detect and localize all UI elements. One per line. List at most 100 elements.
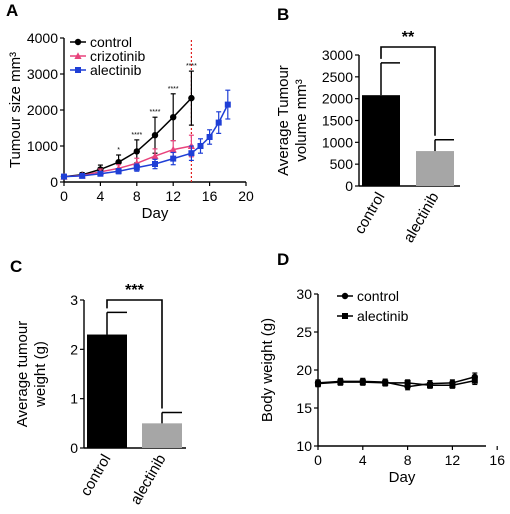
category-label-alectinib: alectinib xyxy=(400,190,442,246)
data-point-control xyxy=(151,132,159,139)
legend-marker-control xyxy=(341,292,349,300)
panel-label-d: D xyxy=(277,250,289,269)
data-point-alectinib xyxy=(133,164,140,171)
y-axis-title-line: Body weight (g) xyxy=(259,318,276,422)
x-tick-label: 12 xyxy=(165,188,181,204)
data-point-alectinib xyxy=(224,101,231,108)
category-label-control: control xyxy=(77,452,114,499)
data-point-alectinib xyxy=(215,119,222,126)
category-label-control: control xyxy=(351,190,388,237)
y-tick-label: 0 xyxy=(50,174,58,190)
data-point-alectinib xyxy=(427,382,433,389)
data-point-alectinib xyxy=(97,170,104,177)
y-axis-title-line: Tumour size mm³ xyxy=(7,52,24,168)
x-tick-label: 16 xyxy=(202,188,218,204)
y-axis-title-line: Average tumour xyxy=(14,321,31,427)
data-point-alectinib xyxy=(61,173,67,180)
x-tick-label: 4 xyxy=(97,188,105,204)
data-point-alectinib xyxy=(471,377,478,384)
y-tick-label: 3 xyxy=(70,292,78,308)
significance-bracket xyxy=(380,46,436,136)
legend-marker-crizotinib xyxy=(74,52,82,59)
significance-bracket xyxy=(106,299,163,409)
y-tick-label: 500 xyxy=(330,156,354,172)
significance-marker: **** xyxy=(131,132,142,139)
y-tick-label: 3000 xyxy=(322,47,353,63)
data-point-control xyxy=(170,114,177,121)
y-axis-title-line: weight (g) xyxy=(32,341,49,408)
y-tick-label: 30 xyxy=(296,286,312,302)
y-tick-label: 1000 xyxy=(322,134,353,150)
x-tick-label: 20 xyxy=(238,188,254,204)
x-tick-label: 0 xyxy=(314,452,322,468)
data-point-alectinib xyxy=(188,150,195,157)
legend-label-alectinib: alectinib xyxy=(90,62,142,78)
x-axis-title: Day xyxy=(142,205,169,222)
series-line-alectinib xyxy=(317,379,475,386)
data-point-alectinib xyxy=(170,155,177,162)
legend-marker-alectinib xyxy=(342,313,348,319)
panel-label-c: C xyxy=(10,257,22,276)
category-label-alectinib: alectinib xyxy=(127,452,169,508)
x-tick-label: 8 xyxy=(404,452,412,468)
data-point-control xyxy=(115,159,122,166)
y-axis-title: Average Tumourvolume mm³ xyxy=(275,65,310,176)
data-point-control xyxy=(188,94,195,102)
data-point-alectinib xyxy=(152,161,158,167)
significance-marker: * xyxy=(117,147,120,154)
bar-alectinib xyxy=(416,151,454,186)
x-tick-label: 0 xyxy=(60,188,68,204)
data-point-alectinib xyxy=(359,379,366,386)
y-tick-label: 10 xyxy=(296,438,312,454)
data-point-alectinib xyxy=(115,168,122,175)
data-point-alectinib xyxy=(197,143,204,149)
bar-alectinib xyxy=(142,423,182,448)
series-line-control xyxy=(317,376,475,388)
x-tick-label: 12 xyxy=(445,452,461,468)
significance-stars: *** xyxy=(125,282,144,299)
series-line-alectinib xyxy=(63,104,229,178)
y-tick-label: 15 xyxy=(296,400,312,416)
significance-marker: **** xyxy=(168,86,179,93)
panel-label-b: B xyxy=(277,5,289,24)
data-point-alectinib xyxy=(449,382,456,389)
x-tick-label: 8 xyxy=(133,188,141,204)
legend-marker-control xyxy=(74,38,82,46)
y-tick-label: 2000 xyxy=(322,91,353,107)
data-point-alectinib xyxy=(337,379,344,386)
legend-label-alectinib: alectinib xyxy=(357,308,409,324)
y-tick-label: 4000 xyxy=(27,30,58,46)
y-axis-title: Tumour size mm³ xyxy=(7,52,24,168)
y-tick-label: 0 xyxy=(345,178,353,194)
y-tick-label: 25 xyxy=(296,324,312,340)
bar-control xyxy=(87,334,127,448)
y-tick-label: 20 xyxy=(296,362,312,378)
legend-marker-alectinib xyxy=(75,67,81,73)
legend-label-control: control xyxy=(90,34,132,50)
significance-marker: **** xyxy=(186,63,197,70)
y-axis-title-line: Average Tumour xyxy=(275,65,292,176)
legend-label-crizotinib: crizotinib xyxy=(90,48,145,64)
significance-marker: **** xyxy=(150,109,161,116)
data-point-alectinib xyxy=(206,134,213,140)
x-tick-label: 4 xyxy=(359,452,367,468)
legend-label-control: control xyxy=(357,288,399,304)
y-axis-title: Average tumourweight (g) xyxy=(14,321,49,427)
data-point-alectinib xyxy=(382,379,389,386)
y-axis-title-line: volume mm³ xyxy=(293,79,310,162)
y-tick-label: 1500 xyxy=(322,113,353,129)
data-point-control xyxy=(133,148,140,155)
data-point-alectinib xyxy=(404,379,411,386)
data-point-crizotinib xyxy=(151,152,159,160)
y-tick-label: 1 xyxy=(70,391,78,407)
y-tick-label: 2000 xyxy=(27,102,58,118)
y-axis-title: Body weight (g) xyxy=(259,318,276,422)
data-point-crizotinib xyxy=(169,145,177,153)
data-point-alectinib xyxy=(79,172,86,179)
y-tick-label: 0 xyxy=(70,440,78,456)
y-tick-label: 2 xyxy=(70,341,78,357)
y-tick-label: 1000 xyxy=(27,138,58,154)
x-axis-title: Day xyxy=(389,469,416,486)
bar-control xyxy=(362,95,400,186)
